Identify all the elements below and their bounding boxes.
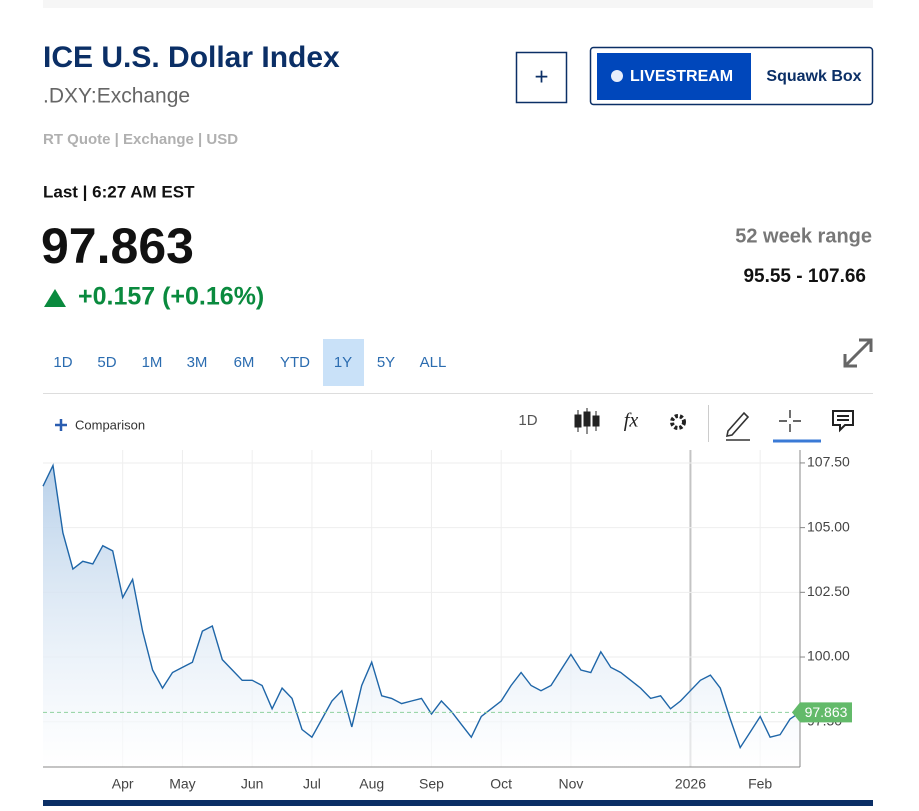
range-tab[interactable]: 1Y [334, 354, 352, 371]
change: +0.157 (+0.16%) [78, 283, 264, 311]
range-tab[interactable]: YTD [280, 354, 310, 371]
active-tab-bg [323, 339, 364, 386]
expand-icon[interactable] [843, 338, 873, 368]
y-tick-label: 102.50 [807, 583, 850, 599]
range-tab[interactable]: 3M [187, 354, 208, 371]
range-tab[interactable]: 1M [142, 354, 163, 371]
symbol: .DXY:Exchange [43, 85, 190, 108]
x-tick-label: Oct [490, 776, 512, 792]
y-tick-label: 107.50 [807, 454, 850, 470]
candle-icon[interactable] [574, 408, 600, 434]
plus-icon [55, 419, 67, 431]
x-tick-label: Jul [303, 776, 321, 792]
title: ICE U.S. Dollar Index [43, 41, 340, 74]
pencil-icon[interactable] [725, 411, 750, 441]
price: 97.863 [41, 218, 194, 274]
chart: AprMayJunJulAugSepOctNov2026Feb97.50100.… [42, 450, 852, 792]
x-tick-label: Jun [241, 776, 264, 792]
quote-source: RT Quote | Exchange | USD [43, 131, 238, 148]
add-button[interactable] [515, 51, 568, 104]
function-icon[interactable]: fx [624, 410, 639, 432]
range-tab[interactable]: 1D [53, 354, 72, 371]
range-tabs: 1D 5D 1M 3M 6M YTD 1Y 5Y ALL [53, 339, 446, 386]
last-price-label: 97.863 [805, 704, 848, 720]
x-tick-label: Feb [748, 776, 772, 792]
x-tick-label: 2026 [675, 776, 706, 792]
gear-icon[interactable] [670, 414, 686, 430]
comparison[interactable]: Comparison [75, 417, 145, 432]
x-tick-label: Aug [359, 776, 384, 792]
top-bar [43, 0, 873, 8]
y-tick-label: 105.00 [807, 518, 850, 534]
comment-icon[interactable] [832, 410, 854, 433]
range: 95.55 - 107.66 [743, 266, 866, 287]
last-price-tag [792, 702, 852, 723]
bottom-bar [43, 800, 873, 806]
last-time: Last | 6:27 AM EST [43, 182, 195, 201]
range-tab[interactable]: 6M [234, 354, 255, 371]
area [43, 465, 800, 767]
x-tick-label: Sep [419, 776, 444, 792]
range-label: 52 week range [735, 225, 872, 247]
range-tab[interactable]: 5Y [377, 354, 395, 371]
squawk-box[interactable]: Squawk Box [766, 68, 861, 85]
y-tick-label: 100.00 [807, 648, 850, 664]
livestream-label: LIVESTREAM [630, 68, 733, 85]
x-tick-label: Nov [558, 776, 583, 792]
interval[interactable]: 1D [518, 412, 537, 429]
x-tick-label: Apr [112, 776, 134, 792]
range-tab[interactable]: 5D [97, 354, 116, 371]
up-arrow [44, 289, 66, 307]
live-dot [611, 70, 623, 82]
x-tick-label: May [169, 776, 195, 792]
add-label: + [534, 63, 548, 90]
range-tab[interactable]: ALL [420, 354, 447, 371]
crosshair-icon[interactable] [779, 410, 801, 432]
line [42, 463, 801, 750]
